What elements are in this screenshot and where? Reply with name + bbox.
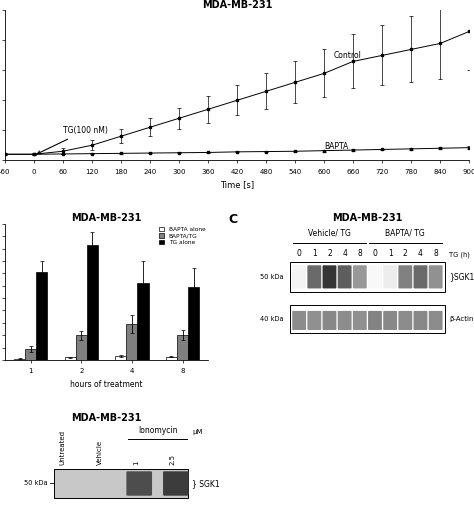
Text: 8: 8 bbox=[357, 249, 362, 258]
FancyBboxPatch shape bbox=[398, 265, 412, 288]
Bar bbox=[76, 335, 87, 360]
FancyBboxPatch shape bbox=[307, 265, 321, 288]
FancyBboxPatch shape bbox=[428, 265, 443, 288]
Bar bbox=[166, 357, 177, 360]
FancyBboxPatch shape bbox=[413, 311, 428, 330]
Text: μM: μM bbox=[192, 429, 203, 435]
Bar bbox=[54, 469, 188, 498]
Text: 50 kDa: 50 kDa bbox=[260, 274, 284, 280]
FancyBboxPatch shape bbox=[292, 311, 306, 330]
Title: MDA-MB-231: MDA-MB-231 bbox=[72, 413, 142, 423]
Title: MDA-MB-231: MDA-MB-231 bbox=[332, 213, 402, 223]
Bar bbox=[25, 350, 36, 360]
FancyBboxPatch shape bbox=[368, 311, 382, 330]
FancyBboxPatch shape bbox=[292, 265, 306, 288]
FancyBboxPatch shape bbox=[398, 311, 412, 330]
Bar bbox=[14, 359, 25, 360]
Text: BAPTA: BAPTA bbox=[324, 142, 348, 151]
Bar bbox=[137, 282, 149, 360]
Text: BAPTA/ TG: BAPTA/ TG bbox=[385, 228, 425, 237]
Text: Vehicle/ TG: Vehicle/ TG bbox=[308, 228, 351, 237]
Text: Untreated: Untreated bbox=[60, 430, 66, 465]
Text: 4: 4 bbox=[342, 249, 347, 258]
Bar bbox=[127, 324, 137, 360]
Text: } SGK1: } SGK1 bbox=[192, 479, 220, 488]
FancyBboxPatch shape bbox=[353, 311, 367, 330]
Text: TG(100 nM): TG(100 nM) bbox=[37, 126, 108, 154]
FancyBboxPatch shape bbox=[337, 265, 352, 288]
FancyBboxPatch shape bbox=[322, 265, 337, 288]
Bar bbox=[290, 305, 445, 333]
Text: 1: 1 bbox=[312, 249, 317, 258]
Bar bbox=[188, 287, 199, 360]
Text: Ionomycin: Ionomycin bbox=[138, 426, 177, 435]
FancyBboxPatch shape bbox=[428, 311, 443, 330]
Text: 40 kDa: 40 kDa bbox=[260, 316, 284, 322]
FancyBboxPatch shape bbox=[337, 311, 352, 330]
Bar bbox=[177, 335, 188, 360]
Text: 2: 2 bbox=[327, 249, 332, 258]
Text: }SGK1: }SGK1 bbox=[449, 272, 474, 281]
FancyBboxPatch shape bbox=[307, 311, 321, 330]
FancyBboxPatch shape bbox=[353, 265, 367, 288]
FancyBboxPatch shape bbox=[383, 311, 397, 330]
Bar bbox=[115, 356, 127, 360]
Text: 2.5: 2.5 bbox=[170, 454, 176, 465]
FancyBboxPatch shape bbox=[163, 471, 189, 496]
Title: MDA-MB-231: MDA-MB-231 bbox=[202, 0, 272, 10]
Text: 2: 2 bbox=[403, 249, 408, 258]
Text: TG (h): TG (h) bbox=[449, 252, 470, 258]
Legend: BAPTA alone, BAPTA/TG, TG alone: BAPTA alone, BAPTA/TG, TG alone bbox=[159, 227, 206, 245]
Bar bbox=[64, 357, 76, 360]
Text: 8: 8 bbox=[433, 249, 438, 258]
Text: 0: 0 bbox=[297, 249, 301, 258]
Text: C: C bbox=[229, 213, 238, 226]
X-axis label: Time [s]: Time [s] bbox=[220, 180, 254, 189]
Text: 1: 1 bbox=[388, 249, 392, 258]
FancyBboxPatch shape bbox=[413, 265, 428, 288]
Bar bbox=[87, 245, 98, 360]
Text: 50 kDa: 50 kDa bbox=[24, 481, 47, 486]
FancyBboxPatch shape bbox=[368, 265, 382, 288]
FancyBboxPatch shape bbox=[383, 265, 397, 288]
X-axis label: hours of treatment: hours of treatment bbox=[70, 380, 143, 389]
Text: β-Actin: β-Actin bbox=[449, 316, 474, 322]
Text: 0: 0 bbox=[373, 249, 377, 258]
FancyBboxPatch shape bbox=[322, 311, 337, 330]
Title: MDA-MB-231: MDA-MB-231 bbox=[72, 213, 142, 223]
Bar bbox=[290, 262, 445, 292]
Text: Vehicle: Vehicle bbox=[97, 440, 102, 465]
FancyBboxPatch shape bbox=[127, 471, 152, 496]
Bar bbox=[36, 272, 47, 360]
Text: 1: 1 bbox=[133, 461, 139, 465]
Text: 4: 4 bbox=[418, 249, 423, 258]
Text: Control: Control bbox=[334, 51, 362, 60]
